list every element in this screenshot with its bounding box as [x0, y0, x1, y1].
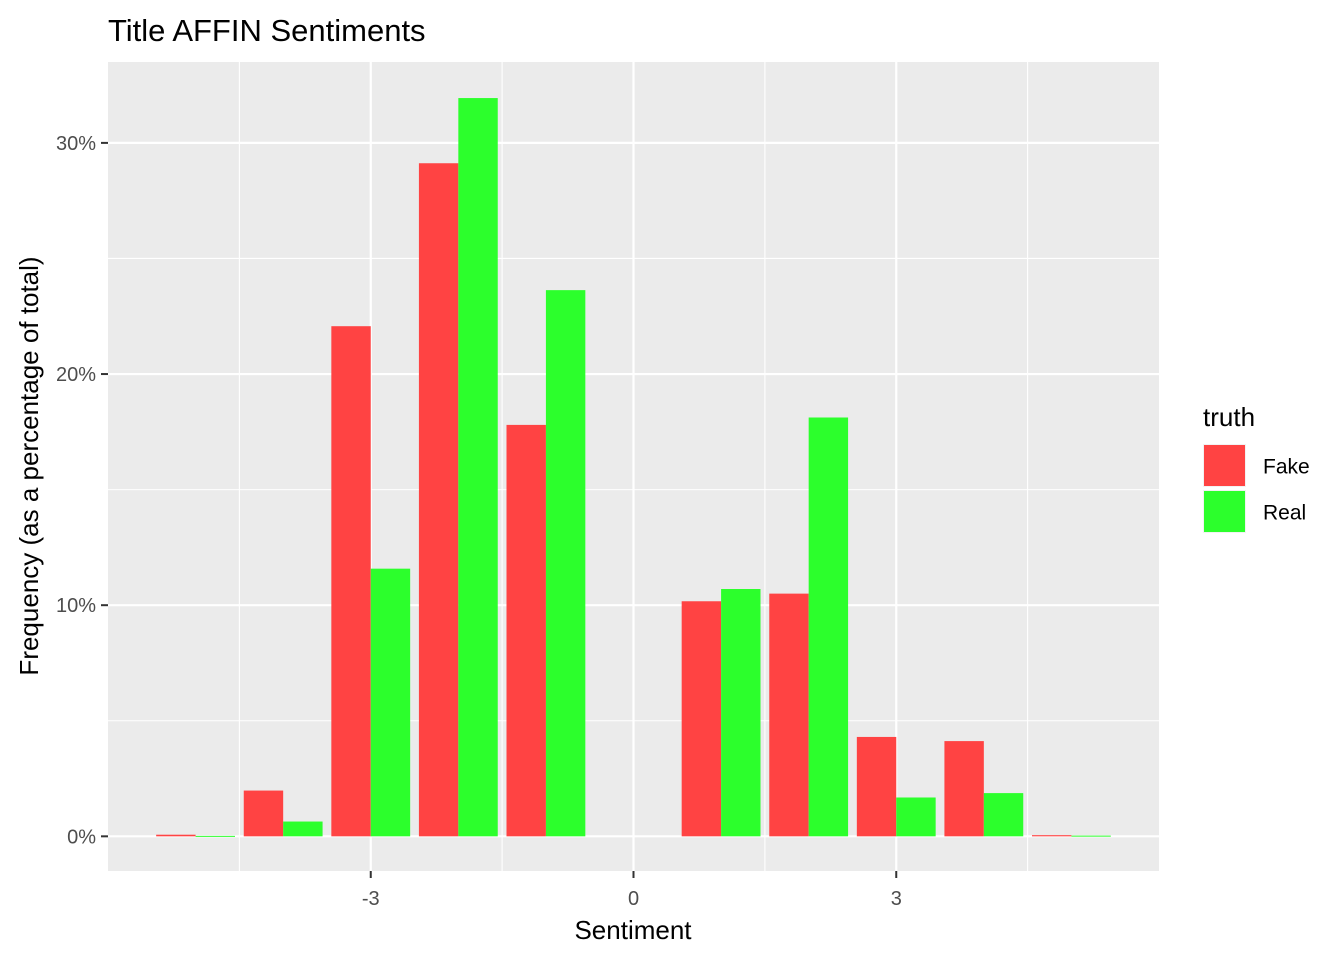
bar-fake--2 — [418, 163, 459, 837]
bar-real-5 — [1071, 835, 1111, 837]
legend-title: truth — [1203, 402, 1255, 432]
bar-fake--5 — [156, 834, 196, 837]
x-tick-label: 0 — [628, 888, 639, 910]
chart-title: Title AFFIN Sentiments — [108, 13, 426, 48]
y-tick-label: 10% — [56, 595, 96, 617]
y-tick-label: 30% — [56, 133, 96, 155]
bar-real-3 — [896, 797, 936, 837]
legend-swatch-real — [1204, 491, 1245, 532]
x-tick-label: -3 — [362, 888, 380, 910]
bar-fake-3 — [856, 736, 897, 837]
bar-real--1 — [545, 290, 586, 837]
bar-real--3 — [370, 568, 411, 837]
bars — [156, 98, 1111, 837]
bar-real-4 — [983, 793, 1024, 837]
legend: truth Fake Real — [1203, 402, 1310, 533]
bar-real--2 — [458, 98, 498, 837]
bar-fake-1 — [681, 601, 722, 837]
bar-real-2 — [808, 417, 849, 837]
y-tick-label: 0% — [67, 826, 96, 848]
legend-items: Fake Real — [1203, 444, 1310, 533]
x-axis-ticks: -3 0 3 — [362, 871, 902, 910]
bar-fake--1 — [506, 424, 546, 837]
legend-swatch-fake — [1204, 445, 1245, 486]
bar-fake--3 — [331, 326, 371, 837]
bar-real--4 — [283, 821, 323, 837]
x-tick-label: 3 — [891, 888, 902, 910]
bar-fake--4 — [243, 790, 284, 837]
legend-label-real: Real — [1263, 502, 1306, 525]
y-axis-title: Frequency (as a percentage of total) — [14, 256, 44, 675]
legend-label-fake: Fake — [1263, 456, 1310, 479]
y-axis-ticks: 0% 10% 20% 30% — [56, 133, 108, 848]
bar-real--5 — [195, 835, 235, 837]
bar-real-1 — [721, 589, 761, 837]
bar-fake-4 — [944, 741, 984, 837]
bar-fake-2 — [769, 593, 809, 837]
y-tick-label: 20% — [56, 364, 96, 386]
bar-fake-5 — [1032, 835, 1072, 837]
x-axis-title: Sentiment — [574, 915, 692, 945]
